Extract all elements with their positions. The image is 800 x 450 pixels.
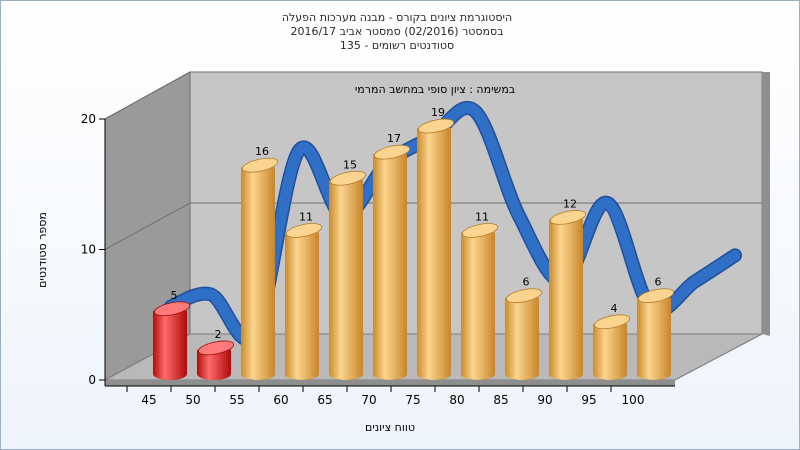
- y-ticks: 0 10 20: [81, 112, 105, 387]
- bar-cylinder-body: [417, 128, 451, 380]
- bar-cylinder-body: [329, 180, 363, 380]
- bar-value-label: 2: [215, 328, 222, 341]
- bar-cylinder-top: [593, 314, 631, 330]
- bar-value-label: 19: [431, 106, 445, 119]
- bar-value-label: 12: [563, 197, 577, 210]
- bar-cylinder-top: [549, 210, 587, 225]
- bar-cylinder-top: [153, 301, 191, 317]
- bar-cylinder-body: [197, 349, 231, 380]
- bar-cylinder-top: [241, 157, 279, 173]
- bar-value-label: 11: [299, 210, 313, 223]
- bar-cylinder-top: [285, 223, 323, 238]
- bars-group: 5 2 16 11 15 17 19 11 6 12 4 6: [153, 106, 675, 380]
- bar-value-label: 6: [523, 276, 530, 289]
- x-tick-label: 80: [449, 393, 464, 407]
- x-tick-label: 75: [405, 393, 420, 407]
- x-tick-label: 70: [361, 393, 376, 407]
- x-tick-label: 100: [622, 393, 645, 407]
- bar-cylinder-top: [461, 223, 499, 238]
- floor-front-edge: [105, 380, 675, 386]
- bar-cylinder-top: [505, 288, 543, 304]
- bar-cylinder-body: [549, 219, 583, 380]
- x-tick-label: 95: [581, 393, 596, 407]
- bar-cylinder-body: [373, 154, 407, 380]
- x-tick-label: 65: [317, 393, 332, 407]
- bar-value-label: 17: [387, 132, 401, 145]
- bar-cylinder-top: [197, 340, 235, 356]
- bar-cylinder-body: [461, 232, 495, 380]
- x-tick-label: 50: [185, 393, 200, 407]
- gridline: [104, 71, 762, 120]
- bar-cylinder-top: [329, 170, 367, 186]
- wall-right-shadow: [762, 72, 770, 336]
- chart-subtitle: במשימה : ציון סופי במחשב המרמי: [355, 83, 515, 96]
- bar-value-label: 16: [255, 145, 269, 158]
- y-axis-label: מספר סטודנטים: [36, 212, 49, 288]
- chart-title-line-1: היסטוגרמת ציונים בקורס - מבנה מערכות הפע…: [282, 11, 512, 24]
- bar-cylinder-top: [637, 288, 675, 304]
- y-tick-label: 20: [81, 112, 96, 126]
- bar-cylinder-top: [417, 118, 455, 134]
- bar-cylinder-body: [505, 297, 539, 380]
- x-ticks: 45 50 55 60 65 70 75 80 85 90 95 100: [126, 386, 645, 407]
- chart-title-line-3: 135 - סטודנטים רשומים: [340, 39, 454, 52]
- bar-value-label: 11: [475, 210, 489, 223]
- y-tick-label: 10: [81, 243, 96, 257]
- x-tick-label: 85: [493, 393, 508, 407]
- bar-cylinder-top: [373, 144, 411, 160]
- chart-title-line-2: בסמסטר (02/2016) סמסטר אביב 2016/17: [290, 25, 503, 38]
- x-axis-label: טווח ציונים: [365, 421, 415, 434]
- bar-cylinder-body: [153, 310, 187, 380]
- bar-cylinder-body: [241, 167, 275, 380]
- gridlines: [104, 71, 762, 250]
- bar-value-label: 6: [655, 276, 662, 289]
- x-tick-label: 90: [537, 393, 552, 407]
- bar-value-label: 15: [343, 158, 357, 171]
- bar-value-label: 4: [611, 302, 618, 315]
- x-tick-label: 45: [141, 393, 156, 407]
- y-tick-label: 0: [88, 373, 96, 387]
- bar-cylinder-body: [593, 323, 627, 380]
- gridline: [104, 202, 762, 250]
- bar-value-label: 5: [171, 289, 178, 302]
- bar-cylinder-body: [285, 232, 319, 380]
- x-tick-label: 60: [273, 393, 288, 407]
- x-tick-label: 55: [229, 393, 244, 407]
- bar-cylinder-body: [637, 297, 671, 380]
